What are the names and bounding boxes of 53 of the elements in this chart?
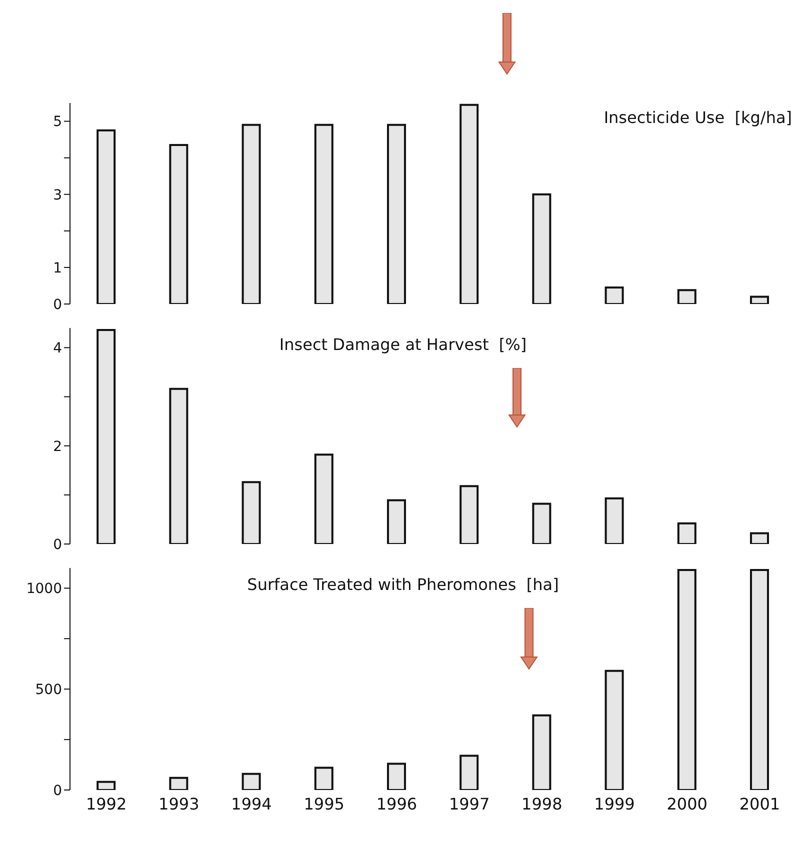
x-tick-label: 1994 — [231, 794, 272, 814]
x-tick-label: 1993 — [158, 794, 200, 814]
x-tick-label: 1997 — [448, 794, 490, 814]
bar — [460, 754, 479, 790]
bar — [169, 776, 188, 790]
x-tick-label: 1999 — [594, 794, 635, 814]
y-tick-label: 3 — [53, 187, 62, 204]
x-tick-label: 1996 — [376, 794, 418, 814]
bar — [460, 104, 479, 304]
text: Surface Treated with Pheromones [ha] — [247, 575, 559, 594]
bar — [242, 124, 261, 304]
bar — [604, 497, 624, 544]
bar — [96, 328, 116, 544]
bar — [604, 286, 624, 304]
y-tick-label: 0 — [53, 782, 62, 799]
y-tick-label: 1 — [53, 260, 62, 276]
bar — [750, 532, 769, 544]
bar — [386, 124, 406, 304]
bar — [386, 762, 406, 790]
y-tick-label: 4 — [53, 340, 62, 357]
bar — [314, 454, 334, 544]
text: Insect Damage at Harvest [%] — [279, 335, 527, 354]
bar — [677, 522, 696, 544]
bar — [750, 296, 769, 304]
bar — [386, 499, 406, 544]
y-tick-label: 1000 — [26, 581, 62, 598]
bar — [96, 129, 116, 304]
bar — [460, 485, 479, 544]
bar — [314, 766, 334, 790]
bar — [750, 569, 769, 790]
bar — [169, 388, 188, 544]
bar — [314, 124, 334, 304]
bar — [532, 714, 552, 790]
x-tick-label: 1995 — [304, 794, 344, 814]
bar — [242, 772, 261, 790]
bar — [96, 780, 116, 790]
bar — [677, 289, 696, 304]
x-tick-label: 2001 — [739, 794, 780, 814]
x-tick-label: 1998 — [522, 794, 562, 814]
x-tick-label: 1992 — [86, 794, 127, 814]
y-tick-label: 500 — [35, 682, 62, 698]
bar — [242, 481, 261, 544]
chart-title: Insecticide Use [kg/ha] — [604, 108, 792, 127]
y-tick-label: 5 — [53, 114, 62, 130]
y-tick-label: 0 — [53, 536, 62, 553]
bar — [677, 569, 696, 790]
y-tick-label: 2 — [53, 438, 62, 455]
bar — [604, 670, 624, 790]
bar — [169, 144, 188, 304]
x-tick-label: 2000 — [666, 794, 708, 814]
bar — [532, 502, 552, 544]
y-tick-label: 0 — [53, 296, 62, 313]
bar — [532, 193, 552, 304]
